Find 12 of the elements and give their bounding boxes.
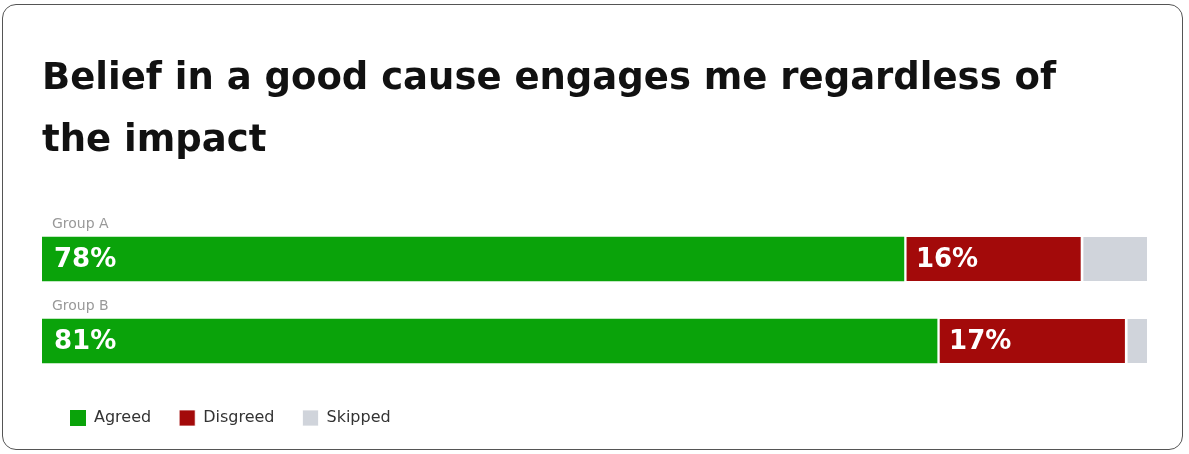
data-label: 81%	[54, 324, 117, 355]
legend-label: Disgreed	[203, 407, 275, 427]
legend-label: Skipped	[326, 407, 391, 427]
y-tick-label: Group B	[52, 296, 109, 313]
legend-label: Agreed	[94, 407, 152, 427]
data-label: 78%	[54, 242, 117, 273]
chart-title: Belief in a good cause engages me regardless of the impact	[42, 54, 1058, 162]
bar	[42, 318, 938, 364]
data-label: 17%	[949, 324, 1012, 355]
data-label: 16%	[915, 242, 979, 273]
y-tick-label: Group A	[52, 214, 110, 231]
bar	[42, 236, 905, 282]
